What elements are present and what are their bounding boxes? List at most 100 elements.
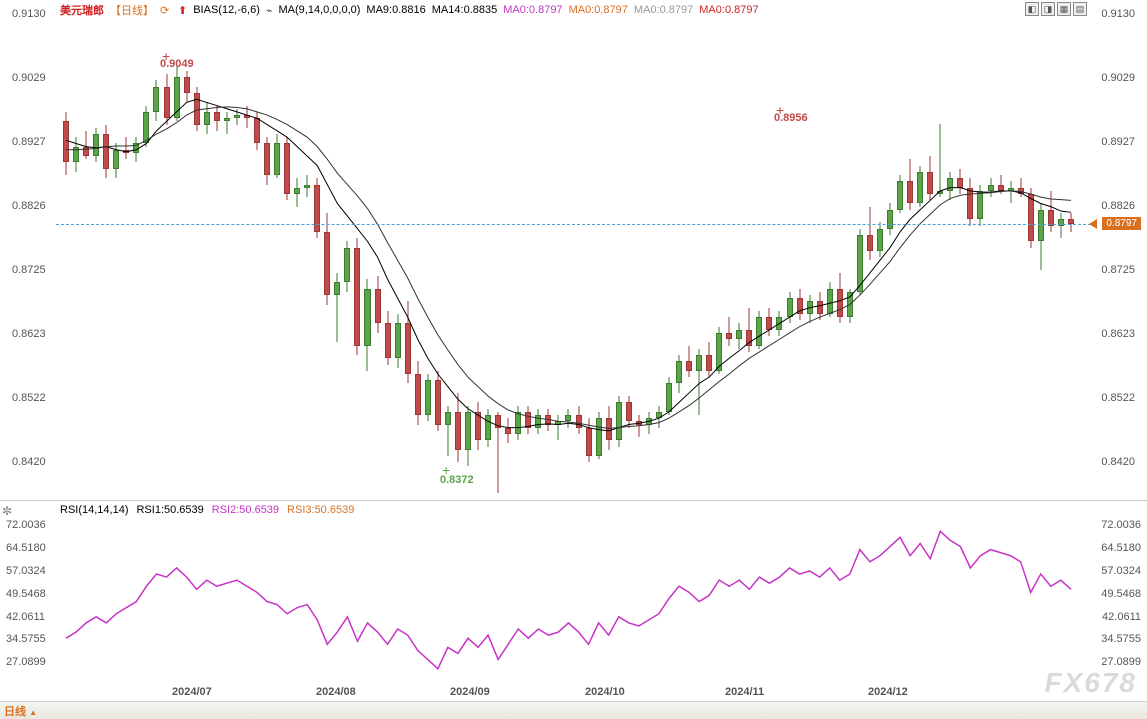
rsi-y-label: 34.5755 [6, 633, 46, 645]
candle [525, 14, 531, 494]
candle [334, 14, 340, 494]
rsi-y-label: 72.0036 [1101, 519, 1141, 531]
candle [234, 14, 240, 494]
candle [947, 14, 953, 494]
candle [656, 14, 662, 494]
candle [776, 14, 782, 494]
candle [485, 14, 491, 494]
candle [465, 14, 471, 494]
bottom-bar-label[interactable]: 日线 ▲ [4, 703, 37, 719]
rsi-chart-area[interactable] [56, 516, 1091, 684]
panel-separator[interactable] [0, 500, 1147, 501]
candle [123, 14, 129, 494]
candle [676, 14, 682, 494]
candle [505, 14, 511, 494]
candle [314, 14, 320, 494]
candle [1058, 14, 1064, 494]
candle [254, 14, 260, 494]
price-annotation: 0.9049 [160, 58, 194, 70]
rsi-y-label: 49.5468 [1101, 588, 1141, 600]
candle [746, 14, 752, 494]
x-axis-label: 2024/07 [172, 686, 212, 698]
candle [616, 14, 622, 494]
y-axis-label: 0.8420 [12, 456, 46, 468]
y-axis-label: 0.8725 [12, 264, 46, 276]
y-axis-label: 0.9029 [12, 72, 46, 84]
y-axis-label: 0.9130 [1101, 8, 1135, 20]
price-annotation: 0.8956 [774, 112, 808, 124]
rsi-y-label: 49.5468 [6, 588, 46, 600]
candle [887, 14, 893, 494]
y-axis-label: 0.8420 [1101, 456, 1135, 468]
candle [1048, 14, 1054, 494]
rsi-y-label: 64.5180 [1101, 542, 1141, 554]
candle [967, 14, 973, 494]
candle [917, 14, 923, 494]
candle [354, 14, 360, 494]
candle [646, 14, 652, 494]
y-axis-label: 0.8623 [12, 328, 46, 340]
candle [1038, 14, 1044, 494]
x-axis-label: 2024/11 [725, 686, 764, 698]
watermark: FX678 [1045, 667, 1138, 699]
candle [565, 14, 571, 494]
candle [787, 14, 793, 494]
current-price-badge: 0.8797 [1102, 217, 1141, 230]
x-axis-label: 2024/09 [450, 686, 490, 698]
main-chart-area[interactable] [56, 14, 1091, 494]
y-axis-label: 0.8522 [1101, 392, 1135, 404]
candle [73, 14, 79, 494]
rsi-y-label: 57.0324 [1101, 565, 1141, 577]
x-axis-label: 2024/08 [316, 686, 356, 698]
candle [696, 14, 702, 494]
y-axis-label: 0.8927 [1101, 136, 1135, 148]
candle [988, 14, 994, 494]
candle [93, 14, 99, 494]
current-price-line [56, 224, 1091, 225]
y-axis-label: 0.9029 [1101, 72, 1135, 84]
candle [1068, 14, 1074, 494]
candle [204, 14, 210, 494]
candle [726, 14, 732, 494]
rsi-y-label: 57.0324 [6, 565, 46, 577]
candle [927, 14, 933, 494]
rsi3-value: RSI3:50.6539 [287, 504, 354, 516]
candle [797, 14, 803, 494]
candle [817, 14, 823, 494]
candle [133, 14, 139, 494]
price-annotation: 0.8372 [440, 474, 474, 486]
candle [143, 14, 149, 494]
y-axis-label: 0.9130 [12, 8, 46, 20]
y-axis-label: 0.8927 [12, 136, 46, 148]
rsi-y-label: 27.0899 [1101, 656, 1141, 668]
candle [1008, 14, 1014, 494]
candle [716, 14, 722, 494]
candle [736, 14, 742, 494]
x-axis-label: 2024/12 [868, 686, 908, 698]
candle [224, 14, 230, 494]
rsi1-value: RSI1:50.6539 [136, 504, 203, 516]
rsi2-value: RSI2:50.6539 [212, 504, 279, 516]
rsi-label: RSI(14,14,14) [60, 504, 128, 516]
candle [998, 14, 1004, 494]
price-marker-icon [1089, 219, 1097, 229]
y-axis-label: 0.8826 [12, 200, 46, 212]
candle [1018, 14, 1024, 494]
gear-icon[interactable]: ✼ [2, 504, 12, 518]
candle [586, 14, 592, 494]
candle [937, 14, 943, 494]
candle [555, 14, 561, 494]
y-axis-label: 0.8623 [1101, 328, 1135, 340]
candle [626, 14, 632, 494]
candle [636, 14, 642, 494]
candle [284, 14, 290, 494]
candle [194, 14, 200, 494]
candle [385, 14, 391, 494]
candle [606, 14, 612, 494]
rsi-y-label: 42.0611 [1102, 611, 1141, 623]
candle [857, 14, 863, 494]
candle [214, 14, 220, 494]
candle [264, 14, 270, 494]
y-axis-label: 0.8725 [1101, 264, 1135, 276]
candle [425, 14, 431, 494]
